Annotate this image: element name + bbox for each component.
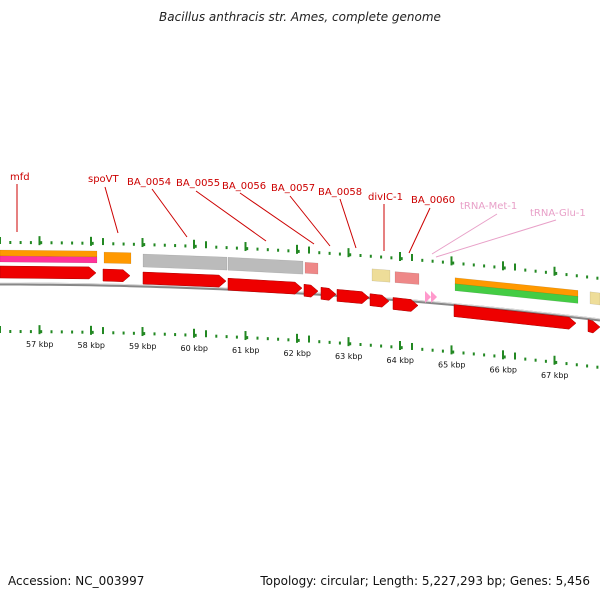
map-title: Bacillus anthracis str. Ames, complete g… bbox=[159, 10, 441, 24]
trna-arrow bbox=[425, 291, 431, 303]
feature-bar bbox=[142, 253, 228, 271]
feature-bar bbox=[394, 271, 420, 285]
cds-arrow bbox=[227, 277, 303, 295]
gene-label: divIC-1 bbox=[368, 192, 403, 203]
cds-arrow bbox=[320, 287, 337, 301]
scale-label: 57 kbp bbox=[26, 340, 54, 349]
feature-bar bbox=[589, 291, 600, 306]
label-leader-line bbox=[339, 198, 357, 249]
topology-text: Topology: circular; Length: 5,227,293 bp… bbox=[260, 574, 590, 588]
gene-label: BA_0055 bbox=[176, 178, 220, 189]
label-leader-line bbox=[435, 219, 557, 258]
feature-bar bbox=[304, 262, 319, 275]
cds-arrow bbox=[587, 319, 600, 334]
cds-arrow bbox=[102, 268, 131, 282]
label-leader-line bbox=[289, 195, 331, 247]
feature-bar bbox=[103, 251, 132, 264]
scale-label: 63 kbp bbox=[335, 352, 363, 361]
scale-label: 62 kbp bbox=[284, 349, 312, 358]
scale-label: 61 kbp bbox=[232, 346, 260, 355]
trna-label: tRNA-Met-1 bbox=[460, 201, 517, 212]
feature-bar bbox=[371, 268, 391, 283]
scale-label: 58 kbp bbox=[78, 341, 106, 350]
cds-arrow bbox=[392, 297, 419, 312]
label-leader-line bbox=[151, 188, 188, 238]
accession-text: Accession: NC_003997 bbox=[8, 574, 145, 588]
cds-arrow bbox=[336, 289, 370, 304]
gene-label: BA_0058 bbox=[318, 187, 362, 198]
gene-label: spoVT bbox=[88, 174, 120, 185]
scale-label: 66 kbp bbox=[490, 365, 518, 374]
scale-label: 59 kbp bbox=[129, 342, 157, 351]
scale-label: 65 kbp bbox=[438, 360, 466, 369]
label-leader-line bbox=[195, 190, 267, 242]
scale-label: 64 kbp bbox=[387, 356, 415, 365]
scale-label: 67 kbp bbox=[541, 371, 569, 380]
feature-bar bbox=[0, 255, 98, 264]
trna-arrow bbox=[431, 291, 437, 303]
backbone-highlight bbox=[0, 282, 600, 320]
gene-label: BA_0060 bbox=[411, 195, 455, 206]
gene-label: BA_0054 bbox=[127, 177, 171, 188]
cds-arrow bbox=[303, 283, 319, 298]
label-leader-line bbox=[408, 207, 431, 254]
gene-label: BA_0057 bbox=[271, 183, 315, 194]
label-leader-line bbox=[431, 213, 498, 255]
trna-label: tRNA-Glu-1 bbox=[530, 208, 586, 219]
gene-label: mfd bbox=[10, 172, 30, 183]
feature-bar bbox=[454, 283, 579, 304]
label-leader-line bbox=[239, 192, 315, 245]
feature-bar bbox=[227, 256, 304, 275]
label-leader-line bbox=[104, 186, 119, 234]
backbone-line bbox=[0, 282, 600, 322]
cds-arrow bbox=[0, 265, 97, 280]
cds-arrow bbox=[369, 293, 390, 308]
cds-arrow bbox=[453, 304, 577, 330]
gene-label: BA_0056 bbox=[222, 181, 266, 192]
scale-label: 60 kbp bbox=[181, 344, 209, 353]
cds-arrow bbox=[142, 271, 227, 288]
